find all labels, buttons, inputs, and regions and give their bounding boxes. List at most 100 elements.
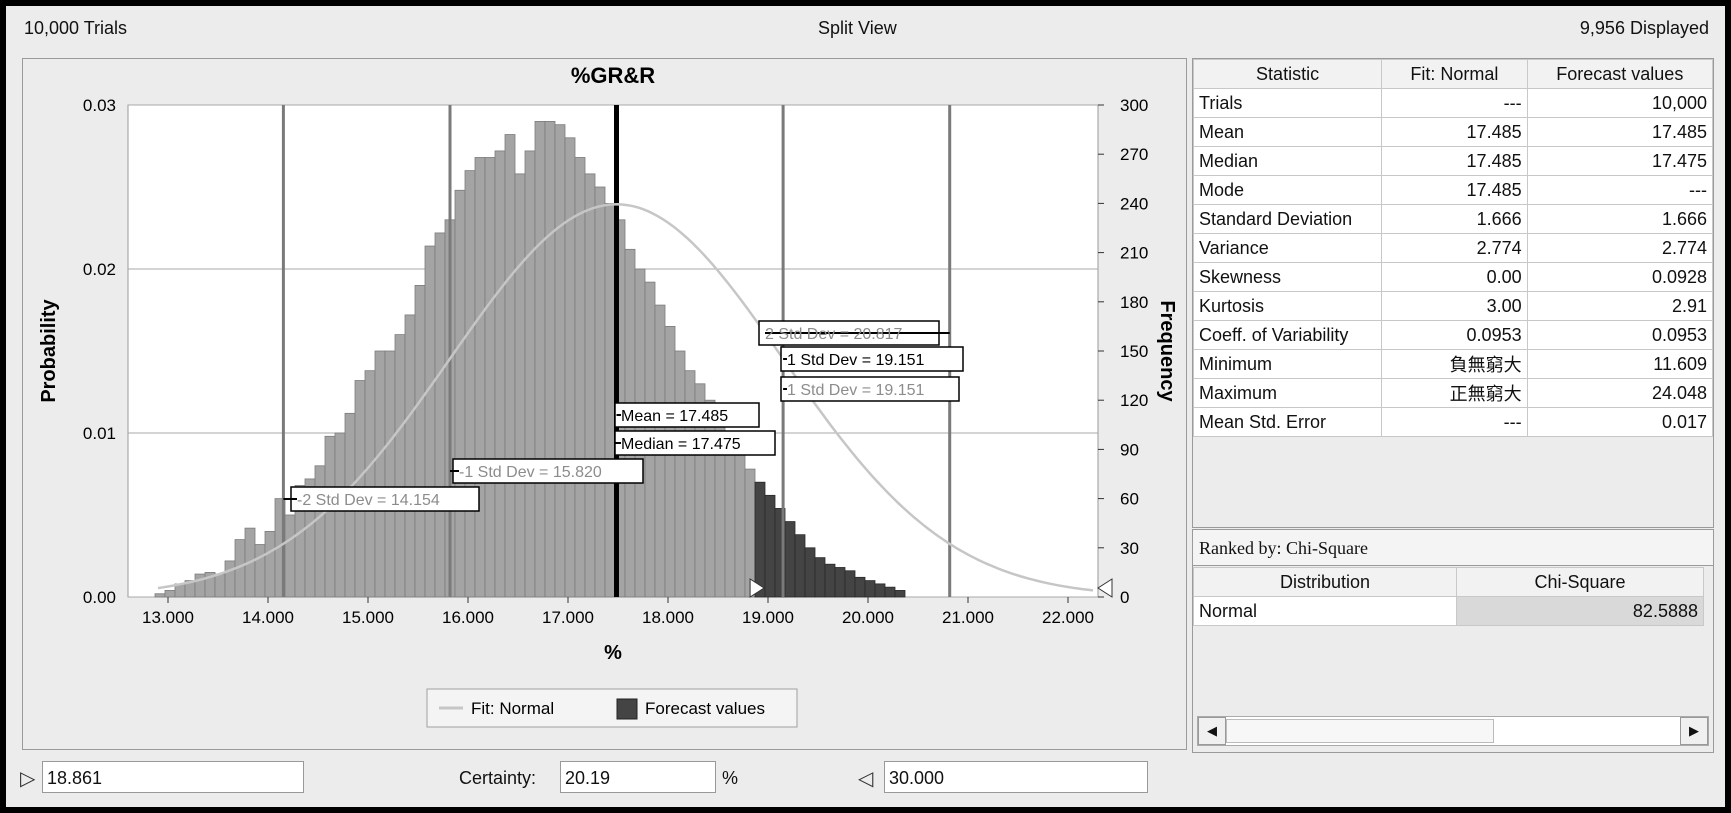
stats-row: Trials --- 10,000 [1192,88,1714,118]
annotation-box [780,376,960,402]
x-tick-label: 15.000 [342,608,394,627]
stat-forecast-value: 17.475 [1526,146,1714,176]
stat-name: Minimum [1192,349,1383,379]
histogram-bar [504,134,516,598]
histogram-bar [574,157,586,598]
histogram-bar [554,124,566,598]
stat-forecast-value: 0.0928 [1526,262,1714,292]
stat-name: Mode [1192,175,1383,205]
right-grabber-icon[interactable]: ◁ [858,768,874,790]
histogram-bar [194,573,206,598]
histogram-bar [454,189,466,598]
stat-fit-value: 17.485 [1381,117,1528,147]
histogram-bar [744,468,756,598]
horizontal-scrollbar[interactable]: ◀ ▶ [1197,716,1709,746]
certainty-label: Certainty: [459,768,537,788]
left-value-input[interactable]: 18.861 [42,761,304,793]
y-right-tick-label: 60 [1120,490,1139,509]
histogram-bar [534,121,546,598]
stat-fit-value: 0.0953 [1381,320,1528,350]
histogram-bar [604,202,616,598]
y-left-tick-label: 0.02 [83,260,116,279]
stats-row: Coeff. of Variability 0.0953 0.0953 [1192,320,1714,350]
fit-row[interactable]: Normal 82.5888 [1193,596,1704,626]
histogram-bar [824,563,836,598]
stat-forecast-value: 24.048 [1526,378,1714,408]
stat-forecast-value: 10,000 [1526,88,1714,118]
histogram-bar [734,452,746,598]
stats-header-0[interactable]: Statistic [1192,59,1383,89]
annotation-text: -2 Std Dev = 14.154 [297,492,440,509]
stat-forecast-value: 2.774 [1526,233,1714,263]
app-window: 10,000 Trials Split View 9,956 Displayed… [6,6,1725,807]
stat-fit-value: --- [1381,88,1528,118]
stat-name: Variance [1192,233,1383,263]
percent-label: % [722,768,739,788]
histogram-bar [804,547,816,598]
histogram-bar [434,232,446,598]
fit-table: Distribution Chi-Square Normal 82.5888 [1193,567,1704,626]
y-right-tick-label: 210 [1120,244,1148,263]
y-right-tick-label: 150 [1120,342,1148,361]
y-left-tick-label: 0.01 [83,424,116,443]
scroll-left-icon[interactable]: ◀ [1198,717,1226,745]
stat-name: Maximum [1192,378,1383,408]
normal-fit-curve [157,203,1094,592]
stat-name: Coeff. of Variability [1192,320,1383,350]
annotation-label: 1 Std Dev = 19.151 [780,346,964,372]
fit-header-chi-square[interactable]: Chi-Square [1456,567,1704,597]
stat-forecast-value: 2.91 [1526,291,1714,321]
legend-box [426,688,798,728]
annotation-label: -1 Std Dev = 15.820 [450,458,644,484]
annotation-box [780,346,964,372]
histogram-bar [834,567,846,598]
displayed-count: 9,956 Displayed [1579,18,1709,38]
y-right-tick-label: 90 [1120,440,1139,459]
x-tick-label: 13.000 [142,608,194,627]
stat-forecast-value: 0.017 [1526,407,1714,437]
y-right-tick-label: 180 [1120,293,1148,312]
y-right-tick-label: 120 [1120,391,1148,410]
x-tick-label: 19.000 [742,608,794,627]
x-tick-label: 16.000 [442,608,494,627]
scroll-right-icon[interactable]: ▶ [1680,717,1708,745]
view-mode[interactable]: Split View [818,18,897,38]
stats-header-1[interactable]: Fit: Normal [1381,59,1528,89]
y-left-tick-label: 0.03 [83,96,116,115]
x-axis-label: % [604,642,622,664]
annotation-box [614,430,776,456]
histogram-bar [594,186,606,598]
stat-fit-value: 0.00 [1381,262,1528,292]
scroll-thumb[interactable] [1226,719,1494,743]
chart-panel: 2 Std Dev = 20.817 1 Std Dev = 19.151 1 St… [22,58,1187,750]
stat-fit-value: 負無窮大 [1381,349,1528,379]
statistics-table: Statistic Fit: Normal Forecast values Tria… [1192,59,1714,437]
stat-name: Skewness [1192,262,1383,292]
stat-forecast-value: 1.666 [1526,204,1714,234]
stats-row: Standard Deviation 1.666 1.666 [1192,204,1714,234]
histogram-bar [754,481,766,598]
histogram-bar [584,173,596,598]
stats-header-2[interactable]: Forecast values [1526,59,1714,89]
legend-forecast-label: Forecast values [645,699,765,718]
annotation-label: -2 Std Dev = 14.154 [283,486,480,512]
histogram-bar [404,314,416,598]
y-right-tick-label: 240 [1120,194,1148,213]
certainty-input[interactable]: 20.19 [560,761,716,793]
legend-forecast-swatch [616,698,638,720]
histogram-bar [854,576,866,598]
left-grabber-icon[interactable]: ▷ [20,768,36,790]
stat-name: Mean Std. Error [1192,407,1383,437]
x-tick-label: 22.000 [1042,608,1094,627]
stat-fit-value: 正無窮大 [1381,378,1528,408]
fit-header-distribution[interactable]: Distribution [1193,567,1457,597]
stats-row: Maximum 正無窮大 24.048 [1192,378,1714,408]
histogram-bar [864,580,876,598]
stats-row: Skewness 0.00 0.0928 [1192,262,1714,292]
statistics-panel: Statistic Fit: Normal Forecast values Tria… [1192,58,1714,528]
annotation-label: 2 Std Dev = 20.817 [758,320,950,346]
annotation-box [452,458,644,484]
right-value-input[interactable]: 30.000 [884,761,1148,793]
histogram-bar [414,284,426,598]
histogram-bar [254,544,266,598]
